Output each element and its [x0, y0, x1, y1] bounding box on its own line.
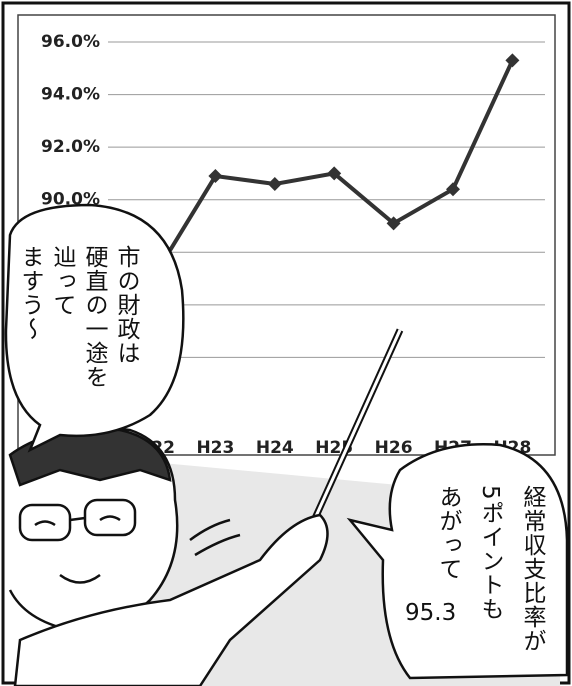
y-tick-label: 96.0%	[41, 32, 100, 52]
x-tick-label: H23	[196, 438, 234, 458]
bubble-text: ますう〜	[16, 245, 44, 341]
x-tick-label: H24	[256, 438, 294, 458]
x-tick-label: H26	[375, 438, 413, 458]
bubble-text: 5ポイントも	[476, 485, 504, 621]
y-tick-label: 92.0%	[41, 137, 100, 157]
bubble-text: あがって	[434, 485, 462, 581]
y-tick-label: 94.0%	[41, 85, 100, 105]
bubble-text: 経常収支比率が	[518, 485, 546, 653]
bubble-text: 市の財政は	[112, 245, 140, 365]
bubble-text: 硬直の一途を	[80, 245, 108, 389]
bubble-text: 95.3	[405, 600, 456, 626]
comic-panel: 84.0%86.0%88.0%90.0%92.0%94.0%96.0%H22H2…	[0, 0, 572, 686]
bubble-text: 辿って	[48, 245, 76, 317]
